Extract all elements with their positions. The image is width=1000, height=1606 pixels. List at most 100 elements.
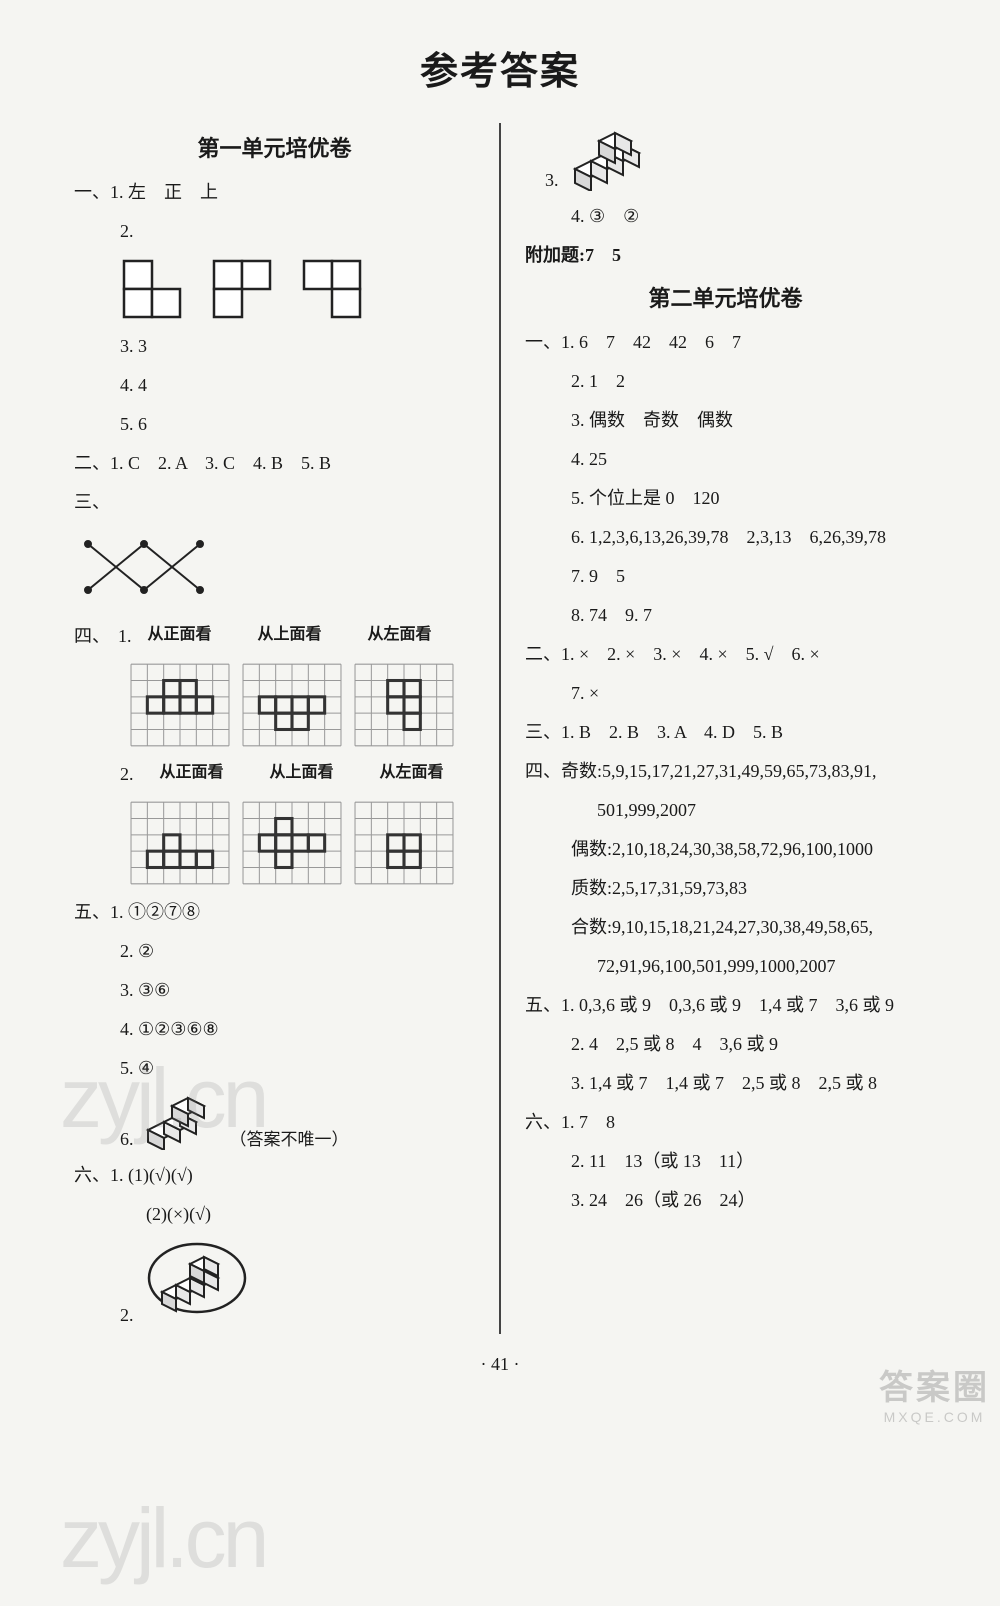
u1-s6-q2: 2. <box>64 1240 485 1326</box>
page-root: zyjl.cn zyjl.cn 参考答案 第一单元培优卷 一、1. 左 正 上 … <box>0 0 1000 1435</box>
u1-s5-q4: 4. ①②③⑥⑧ <box>64 1016 485 1043</box>
u1-s5-q6: 6. （答案不唯一） <box>64 1094 485 1150</box>
u1-s5-q2: 2. ② <box>64 938 485 965</box>
u2-s4-comp: 合数:9,10,15,18,21,24,27,30,38,49,58,65, <box>515 914 936 941</box>
right-column: 3. 4. ③ ② 附加题:7 5 第二单元培优卷 一、1. 6 7 42 42… <box>501 123 950 1334</box>
u2-s5-q3: 3. 1,4 或 7 1,4 或 7 2,5 或 8 2,5 或 8 <box>515 1070 936 1097</box>
u2-s4-oddt: 奇数:5,9,15,17,21,27,31,49,59,65,73,83,91, <box>561 761 877 781</box>
u1-s1-label: 一、 <box>74 182 110 202</box>
u2-s1-label: 一、 <box>525 332 561 352</box>
u2-s3: 三、1. B 2. B 3. A 4. D 5. B <box>515 719 936 746</box>
u1-s2-label: 二、 <box>74 453 110 473</box>
u1-s5-q1t: 1. ①②⑦⑧ <box>110 902 200 922</box>
page-title: 参考答案 <box>50 40 950 95</box>
u1-s5-q5: 5. ④ <box>64 1055 485 1082</box>
u2-s3-line: 1. B 2. B 3. A 4. D 5. B <box>561 722 783 742</box>
corner-big: 答案圈 <box>879 1360 990 1409</box>
u1-s4-r2num: 2. <box>120 761 134 789</box>
u1-s6-label: 六、 <box>74 1165 110 1185</box>
u2-s4-comp2: 72,91,96,100,501,999,1000,2007 <box>515 953 936 980</box>
v2: 从左面看 <box>368 623 432 647</box>
tetromino-row <box>64 257 485 321</box>
u2-s4-prime: 质数:2,5,17,31,59,73,83 <box>515 875 936 902</box>
u1-s3-label: 三、 <box>64 489 485 516</box>
u2-s1-q2: 2. 1 2 <box>515 368 936 395</box>
grid-r2-3 <box>354 801 454 885</box>
matching-diagram <box>74 534 214 600</box>
u1-rt-q3n: 3. <box>545 170 559 191</box>
u1-s4-r1num: 1. <box>118 623 132 651</box>
u1-s1-q5: 5. 6 <box>64 411 485 438</box>
u2-s5-q1: 五、1. 0,3,6 或 9 0,3,6 或 9 1,4 或 7 3,6 或 9 <box>515 992 936 1019</box>
v0b: 从正面看 <box>160 761 224 785</box>
content-columns: 第一单元培优卷 一、1. 左 正 上 2. 3. 3 4. 4 5. 6 二、1… <box>50 123 950 1334</box>
v0: 从正面看 <box>148 623 212 647</box>
cube-stack-1 <box>142 1094 222 1150</box>
u2-s5-label: 五、 <box>525 995 561 1015</box>
u1-s1-q1: 一、1. 左 正 上 <box>64 179 485 206</box>
u2-s6-label: 六、 <box>525 1112 561 1132</box>
u2-s5-q2: 2. 4 2,5 或 8 4 3,6 或 9 <box>515 1031 936 1058</box>
u2-s3-label: 三、 <box>525 722 561 742</box>
u2-s1-q8: 8. 74 9. 7 <box>515 602 936 629</box>
u1-s6-q2n: 2. <box>120 1305 134 1326</box>
grid-r2-1 <box>130 801 230 885</box>
u2-s6-q3: 3. 24 26（或 26 24） <box>515 1187 936 1214</box>
u2-s6-q1t: 1. 7 8 <box>561 1112 615 1132</box>
u1-s2: 二、1. C 2. A 3. C 4. B 5. B <box>64 450 485 477</box>
cube-stack-2 <box>567 127 659 191</box>
page-number: · 41 · <box>50 1354 950 1375</box>
left-column: 第一单元培优卷 一、1. 左 正 上 2. 3. 3 4. 4 5. 6 二、1… <box>50 123 501 1334</box>
v1b: 从上面看 <box>270 761 334 785</box>
u2-s6-q2: 2. 11 13（或 13 11） <box>515 1148 936 1175</box>
u1-s4-row2-grids <box>64 801 485 885</box>
u2-s4-odd2: 501,999,2007 <box>515 797 936 824</box>
u1-s1-q3: 3. 3 <box>64 333 485 360</box>
u2-s1-q6: 6. 1,2,3,6,13,26,39,78 2,3,13 6,26,39,78 <box>515 524 936 551</box>
u2-s1-q4: 4. 25 <box>515 446 936 473</box>
u2-s1-q1: 一、1. 6 7 42 42 6 7 <box>515 329 936 356</box>
unit2-heading: 第二单元培优卷 <box>515 281 936 313</box>
u2-s1-q5: 5. 个位上是 0 120 <box>515 485 936 512</box>
tetromino-2 <box>210 257 274 321</box>
corner-stamp: 答案圈 MXQE.COM <box>879 1360 990 1425</box>
grid-r1-2 <box>242 663 342 747</box>
u2-s4-even: 偶数:2,10,18,24,30,38,58,72,96,100,1000 <box>515 836 936 863</box>
u2-s2-label: 二、 <box>525 644 561 664</box>
u1-s4-row2-labels: 2. 从正面看 从上面看 从左面看 <box>64 761 485 789</box>
u1-s6-q1a: 六、1. (1)(√)(√) <box>64 1162 485 1189</box>
u2-s5-q1t: 1. 0,3,6 或 9 0,3,6 或 9 1,4 或 7 3,6 或 9 <box>561 995 894 1015</box>
u1-s4-row1-grids <box>64 663 485 747</box>
u1-s6-q1b: (2)(×)(√) <box>64 1201 485 1228</box>
u2-s1-q7: 7. 9 5 <box>515 563 936 590</box>
u1-s5-q6n: 6. <box>120 1129 134 1150</box>
u1-bonus: 附加题:7 5 <box>515 242 936 269</box>
u1-s4-label: 四、 <box>74 623 110 651</box>
unit1-heading: 第一单元培优卷 <box>64 131 485 163</box>
u1-s5-q6note: （答案不唯一） <box>230 1125 349 1150</box>
u1-s5-label: 五、 <box>74 902 110 922</box>
grid-r1-1 <box>130 663 230 747</box>
u2-s2-l1t: 1. × 2. × 3. × 4. × 5. √ 6. × <box>561 644 820 664</box>
tetromino-3 <box>300 257 364 321</box>
u2-s4-label: 四、 <box>525 761 561 781</box>
u2-s6-q1: 六、1. 7 8 <box>515 1109 936 1136</box>
u1-s2-line: 1. C 2. A 3. C 4. B 5. B <box>110 453 331 473</box>
cube-circled <box>142 1240 252 1326</box>
grid-r1-3 <box>354 663 454 747</box>
u1-s1-q4: 4. 4 <box>64 372 485 399</box>
grid-r2-2 <box>242 801 342 885</box>
u2-s1-q3: 3. 偶数 奇数 偶数 <box>515 407 936 434</box>
u2-s2-l1: 二、1. × 2. × 3. × 4. × 5. √ 6. × <box>515 641 936 668</box>
watermark-2: zyjl.cn <box>60 1490 265 1587</box>
u2-s1-q1t: 1. 6 7 42 42 6 7 <box>561 332 741 352</box>
v2b: 从左面看 <box>380 761 444 785</box>
u1-s4-row1-labels: 四、1. 从正面看 从上面看 从左面看 <box>64 623 485 651</box>
u1-s5-q1: 五、1. ①②⑦⑧ <box>64 899 485 926</box>
u2-s4-odd: 四、奇数:5,9,15,17,21,27,31,49,59,65,73,83,9… <box>515 758 936 785</box>
u2-s2-l2: 7. × <box>515 680 936 707</box>
u1-s1-q2: 2. <box>64 218 485 245</box>
u1-rt-q3: 3. <box>515 127 936 191</box>
corner-small: MXQE.COM <box>879 1409 990 1425</box>
u1-s6-q1at: 1. (1)(√)(√) <box>110 1165 193 1185</box>
